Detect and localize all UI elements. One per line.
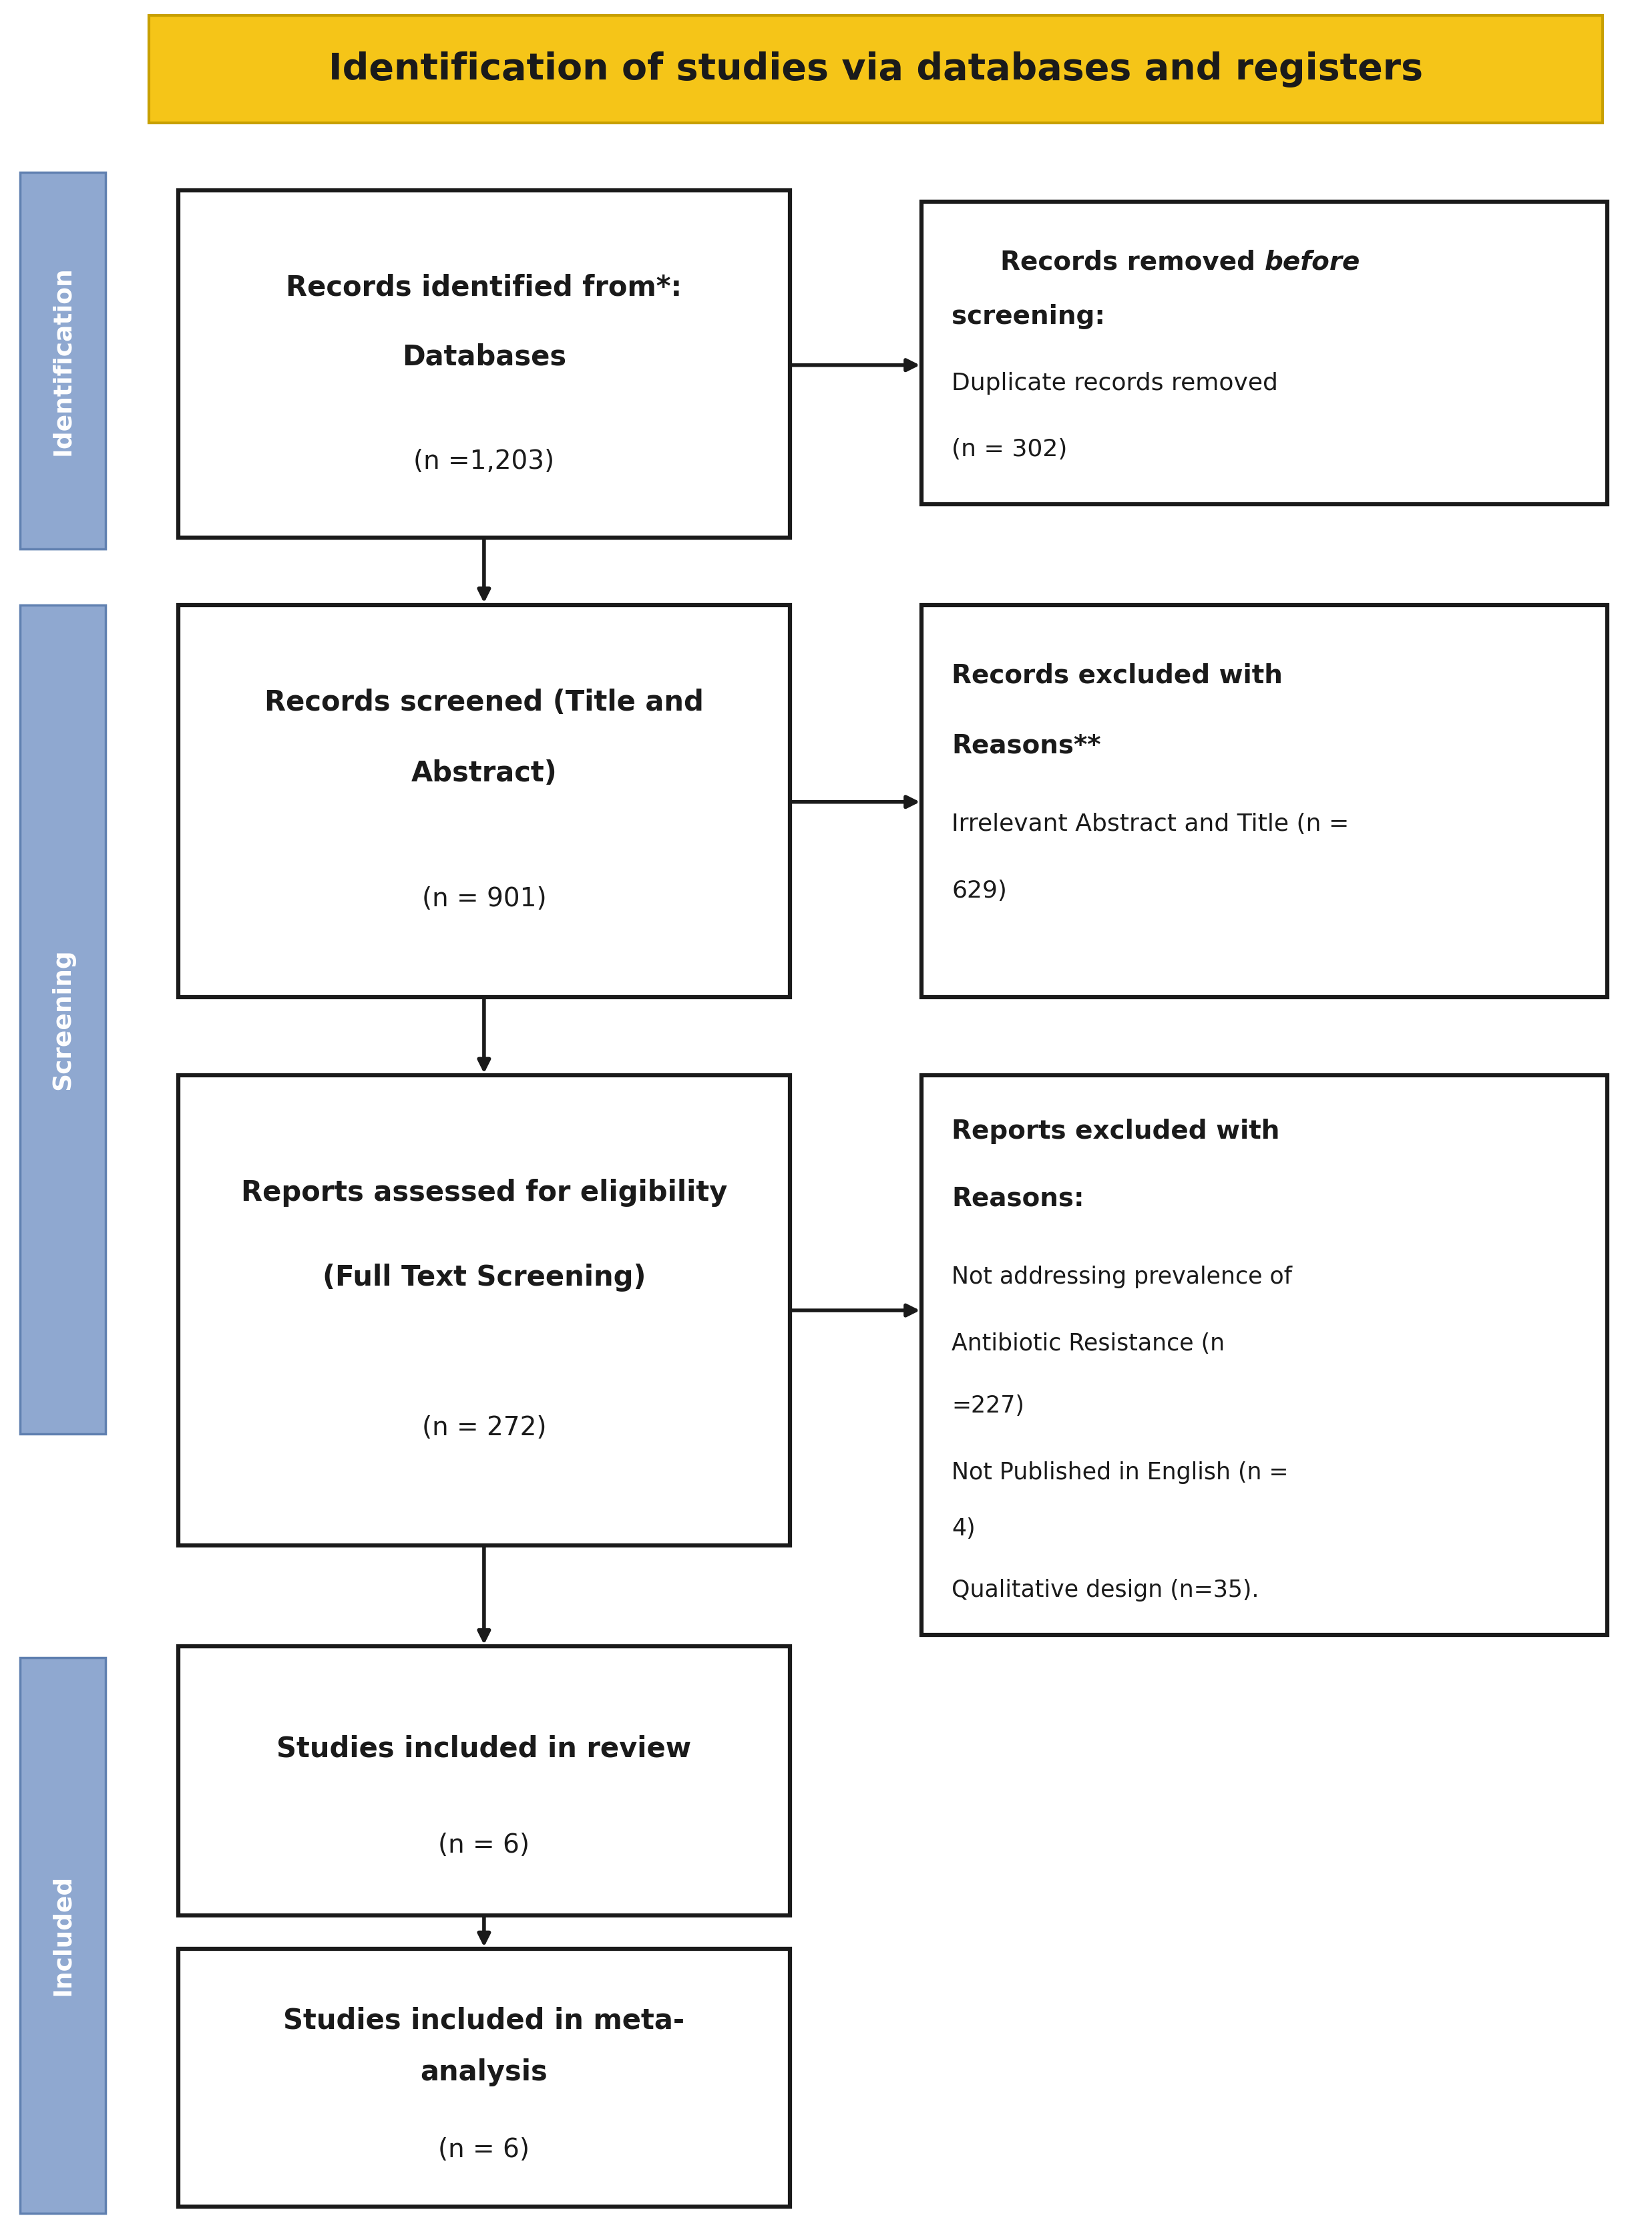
- Text: =227): =227): [952, 1393, 1024, 1418]
- Text: 4): 4): [952, 1516, 975, 1541]
- Text: (n = 6): (n = 6): [438, 2137, 530, 2162]
- Text: Reports excluded with: Reports excluded with: [952, 1118, 1280, 1145]
- Text: before: before: [1265, 249, 1360, 276]
- FancyBboxPatch shape: [178, 1949, 790, 2206]
- FancyBboxPatch shape: [20, 605, 106, 1434]
- FancyBboxPatch shape: [922, 605, 1607, 997]
- FancyBboxPatch shape: [178, 605, 790, 997]
- Text: Records screened (Title and: Records screened (Title and: [264, 688, 704, 717]
- FancyBboxPatch shape: [178, 1646, 790, 1915]
- FancyBboxPatch shape: [149, 16, 1602, 123]
- Text: Not addressing prevalence of: Not addressing prevalence of: [952, 1266, 1292, 1288]
- Text: Studies included in review: Studies included in review: [276, 1734, 692, 1763]
- FancyBboxPatch shape: [922, 1075, 1607, 1635]
- Text: Records excluded with: Records excluded with: [952, 663, 1282, 688]
- Text: (Full Text Screening): (Full Text Screening): [322, 1263, 646, 1292]
- Text: Not Published in English (n =: Not Published in English (n =: [952, 1460, 1289, 1485]
- FancyBboxPatch shape: [20, 172, 106, 549]
- Text: Reports assessed for eligibility: Reports assessed for eligibility: [241, 1178, 727, 1207]
- FancyBboxPatch shape: [922, 202, 1607, 504]
- FancyBboxPatch shape: [20, 1658, 106, 2213]
- Text: analysis: analysis: [420, 2059, 548, 2085]
- Text: Reasons**: Reasons**: [952, 732, 1100, 759]
- FancyBboxPatch shape: [178, 1075, 790, 1546]
- Text: Screening: Screening: [51, 948, 74, 1091]
- Text: Antibiotic Resistance (n: Antibiotic Resistance (n: [952, 1333, 1224, 1355]
- Text: Abstract): Abstract): [411, 759, 557, 788]
- Text: Databases: Databases: [401, 343, 567, 372]
- Text: Records removed: Records removed: [1001, 249, 1265, 276]
- Text: Identification of studies via databases and registers: Identification of studies via databases …: [329, 52, 1422, 87]
- Text: Duplicate records removed: Duplicate records removed: [952, 372, 1279, 394]
- Text: (n =1,203): (n =1,203): [413, 448, 555, 475]
- Text: (n = 272): (n = 272): [421, 1416, 547, 1440]
- Text: (n = 302): (n = 302): [952, 439, 1067, 461]
- Text: Irrelevant Abstract and Title (n =: Irrelevant Abstract and Title (n =: [952, 813, 1350, 836]
- Text: Reasons:: Reasons:: [952, 1185, 1084, 1212]
- Text: Qualitative design (n=35).: Qualitative design (n=35).: [952, 1579, 1259, 1602]
- Text: Identification: Identification: [51, 267, 74, 455]
- Text: screening:: screening:: [952, 305, 1105, 329]
- Text: Records identified from*:: Records identified from*:: [286, 273, 682, 302]
- Text: 629): 629): [952, 880, 1006, 903]
- FancyBboxPatch shape: [178, 190, 790, 538]
- Text: Studies included in meta-: Studies included in meta-: [284, 2007, 684, 2034]
- Text: Included: Included: [51, 1875, 74, 1996]
- Text: (n = 901): (n = 901): [421, 887, 547, 912]
- Text: (n = 6): (n = 6): [438, 1832, 530, 1857]
